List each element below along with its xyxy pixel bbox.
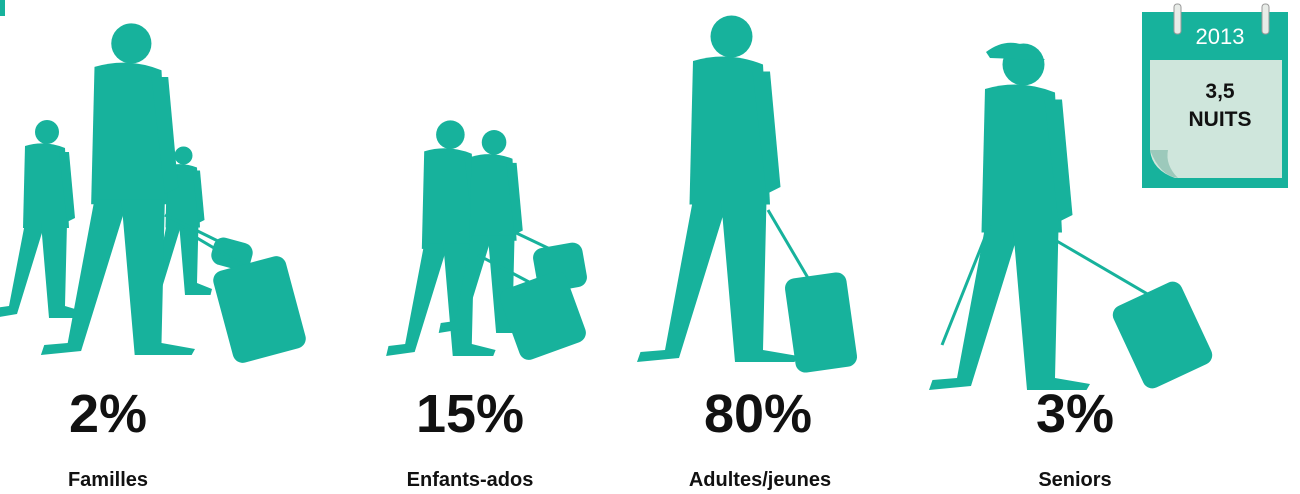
head <box>35 120 59 144</box>
calendar-value: 3,5 <box>1205 80 1235 103</box>
leg <box>0 223 45 318</box>
calendar: 2013 3,5 NUITS <box>1142 4 1288 188</box>
head <box>111 23 151 63</box>
leg <box>929 228 1020 391</box>
page: 2% 15% 80% 3% Familles Enfants-ados Adul… <box>0 0 1300 494</box>
suitcase-handle <box>768 210 809 279</box>
corner-mark <box>0 0 5 16</box>
calendar-ring <box>1174 4 1181 34</box>
calendar-ring <box>1262 4 1269 34</box>
silhouettes <box>0 16 1216 392</box>
suitcase <box>784 271 859 374</box>
percent: 3% <box>1036 384 1114 444</box>
percent: 2% <box>69 384 147 444</box>
label: Enfants-ados <box>407 469 534 491</box>
suitcase <box>1109 278 1215 391</box>
leg <box>179 223 212 296</box>
head <box>436 120 465 149</box>
label: Seniors <box>1038 469 1111 491</box>
head <box>711 16 753 58</box>
percent: 80% <box>704 384 812 444</box>
leg <box>721 200 798 363</box>
infographic: 2% 15% 80% 3% Familles Enfants-ados Adul… <box>0 0 1300 494</box>
suitcase-handle <box>1055 240 1148 294</box>
percent: 15% <box>416 384 524 444</box>
label: Adultes/jeunes <box>689 469 831 491</box>
calendar-year: 2013 <box>1196 24 1245 49</box>
head <box>482 130 507 155</box>
leg <box>637 200 728 363</box>
leg <box>386 244 448 356</box>
head <box>175 147 193 165</box>
calendar-unit: NUITS <box>1189 108 1252 131</box>
suitcase <box>211 254 308 365</box>
label: Familles <box>68 469 148 491</box>
leg <box>1013 228 1090 391</box>
